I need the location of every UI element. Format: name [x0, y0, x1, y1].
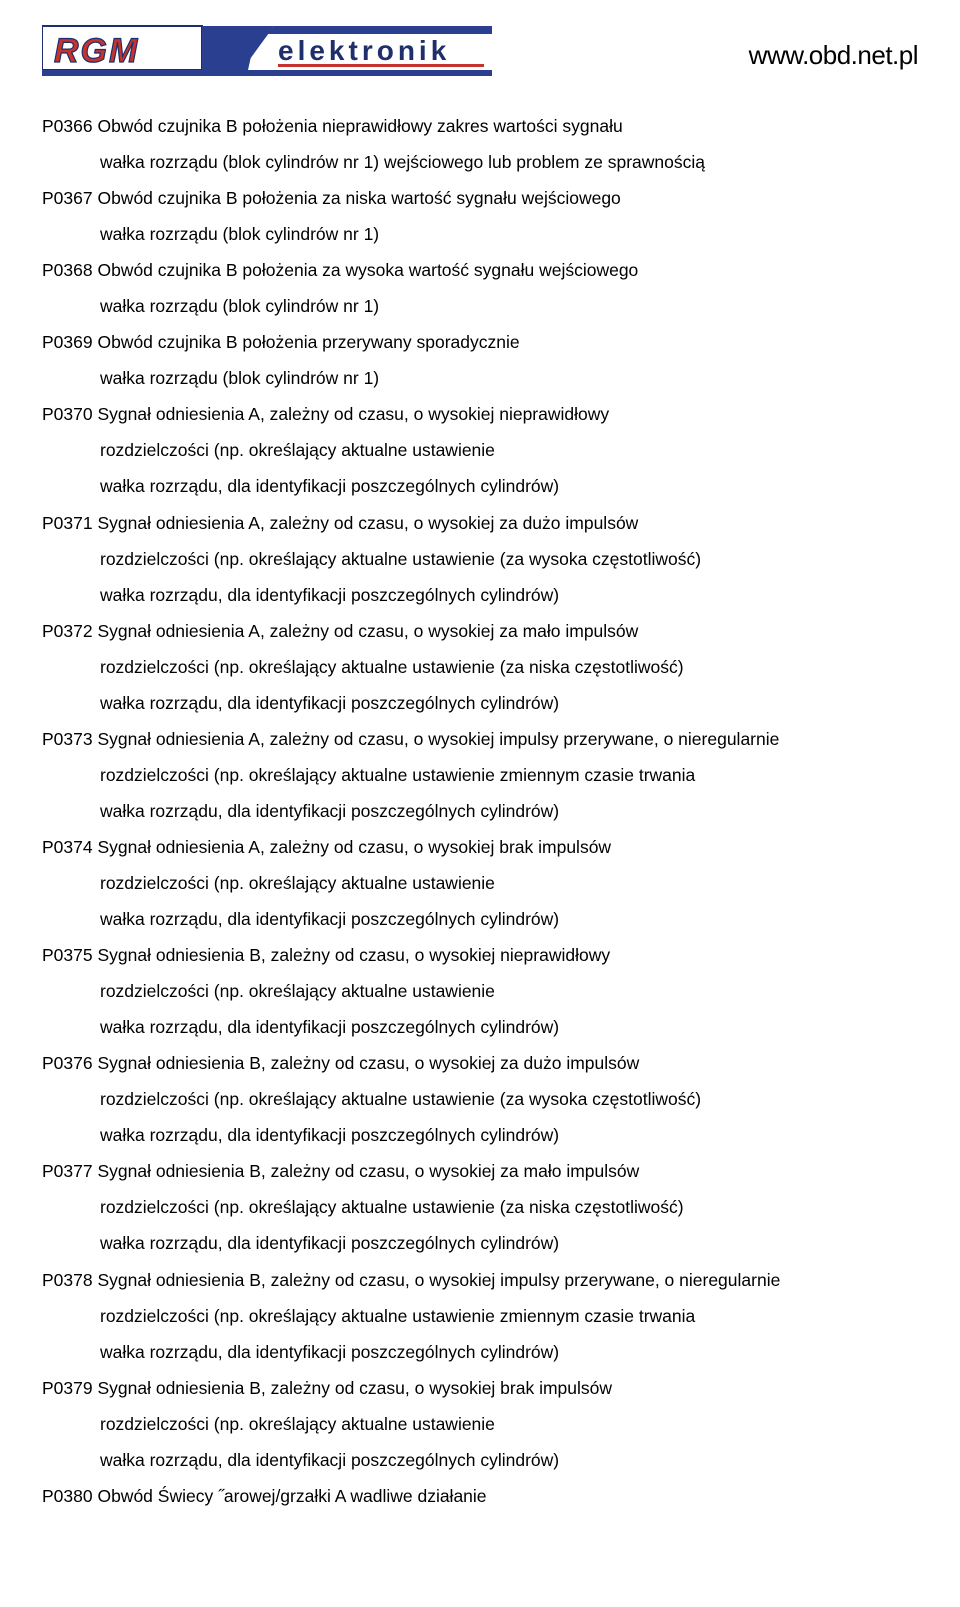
code-entry: P0367 Obwód czujnika B położenia za nisk…	[42, 180, 918, 252]
codes-list: P0366 Obwód czujnika B położenia niepraw…	[42, 108, 918, 1514]
code-sub-line: rozdzielczości (np. określający aktualne…	[42, 757, 918, 793]
code-title-line: P0377 Sygnał odniesienia B, zależny od c…	[42, 1153, 918, 1189]
code-title-line: P0379 Sygnał odniesienia B, zależny od c…	[42, 1370, 918, 1406]
code-title-line: P0375 Sygnał odniesienia B, zależny od c…	[42, 937, 918, 973]
code-entry: P0376 Sygnał odniesienia B, zależny od c…	[42, 1045, 918, 1153]
code-entry: P0378 Sygnał odniesienia B, zależny od c…	[42, 1262, 918, 1370]
code-title-line: P0376 Sygnał odniesienia B, zależny od c…	[42, 1045, 918, 1081]
code-sub-line: rozdzielczości (np. określający aktualne…	[42, 541, 918, 577]
code-title-line: P0378 Sygnał odniesienia B, zależny od c…	[42, 1262, 918, 1298]
code-entry: P0380 Obwód Świecy ˝arowej/grzałki A wad…	[42, 1478, 918, 1514]
code-sub-line: wałka rozrządu, dla identyfikacji poszcz…	[42, 793, 918, 829]
code-entry: P0371 Sygnał odniesienia A, zależny od c…	[42, 505, 918, 613]
code-title-line: P0374 Sygnał odniesienia A, zależny od c…	[42, 829, 918, 865]
code-sub-line: rozdzielczości (np. określający aktualne…	[42, 649, 918, 685]
code-entry: P0370 Sygnał odniesienia A, zależny od c…	[42, 396, 918, 504]
code-sub-line: wałka rozrządu (blok cylindrów nr 1)	[42, 288, 918, 324]
code-sub-line: wałka rozrządu (blok cylindrów nr 1)	[42, 360, 918, 396]
code-title-line: P0367 Obwód czujnika B położenia za nisk…	[42, 180, 918, 216]
code-sub-line: wałka rozrządu, dla identyfikacji poszcz…	[42, 1334, 918, 1370]
code-sub-line: rozdzielczości (np. określający aktualne…	[42, 1189, 918, 1225]
code-sub-line: wałka rozrządu (blok cylindrów nr 1) wej…	[42, 144, 918, 180]
code-sub-line: rozdzielczości (np. określający aktualne…	[42, 1406, 918, 1442]
code-title-line: P0371 Sygnał odniesienia A, zależny od c…	[42, 505, 918, 541]
code-sub-line: wałka rozrządu, dla identyfikacji poszcz…	[42, 1009, 918, 1045]
code-sub-line: wałka rozrządu, dla identyfikacji poszcz…	[42, 1117, 918, 1153]
code-entry: P0379 Sygnał odniesienia B, zależny od c…	[42, 1370, 918, 1478]
page-header: RGM elektronik www.obd.net.pl	[42, 20, 918, 82]
code-entry: P0377 Sygnał odniesienia B, zależny od c…	[42, 1153, 918, 1261]
code-title-line: P0380 Obwód Świecy ˝arowej/grzałki A wad…	[42, 1478, 918, 1514]
svg-text:elektronik: elektronik	[278, 35, 450, 66]
code-sub-line: wałka rozrządu, dla identyfikacji poszcz…	[42, 468, 918, 504]
code-sub-line: wałka rozrządu (blok cylindrów nr 1)	[42, 216, 918, 252]
code-title-line: P0370 Sygnał odniesienia A, zależny od c…	[42, 396, 918, 432]
code-title-line: P0372 Sygnał odniesienia A, zależny od c…	[42, 613, 918, 649]
code-sub-line: rozdzielczości (np. określający aktualne…	[42, 865, 918, 901]
rgm-elektronik-logo: RGM elektronik	[42, 20, 492, 82]
code-entry: P0369 Obwód czujnika B położenia przeryw…	[42, 324, 918, 396]
code-entry: P0374 Sygnał odniesienia A, zależny od c…	[42, 829, 918, 937]
code-sub-line: rozdzielczości (np. określający aktualne…	[42, 1298, 918, 1334]
site-url: www.obd.net.pl	[749, 40, 918, 71]
code-sub-line: wałka rozrządu, dla identyfikacji poszcz…	[42, 1442, 918, 1478]
code-entry: P0366 Obwód czujnika B położenia niepraw…	[42, 108, 918, 180]
code-title-line: P0373 Sygnał odniesienia A, zależny od c…	[42, 721, 918, 757]
code-entry: P0372 Sygnał odniesienia A, zależny od c…	[42, 613, 918, 721]
code-sub-line: rozdzielczości (np. określający aktualne…	[42, 973, 918, 1009]
svg-text:RGM: RGM	[54, 32, 139, 70]
code-sub-line: rozdzielczości (np. określający aktualne…	[42, 432, 918, 468]
code-title-line: P0368 Obwód czujnika B położenia za wyso…	[42, 252, 918, 288]
code-sub-line: rozdzielczości (np. określający aktualne…	[42, 1081, 918, 1117]
code-entry: P0368 Obwód czujnika B położenia za wyso…	[42, 252, 918, 324]
logo-block: RGM elektronik	[42, 20, 492, 82]
code-entry: P0373 Sygnał odniesienia A, zależny od c…	[42, 721, 918, 829]
code-title-line: P0366 Obwód czujnika B położenia niepraw…	[42, 108, 918, 144]
code-entry: P0375 Sygnał odniesienia B, zależny od c…	[42, 937, 918, 1045]
code-sub-line: wałka rozrządu, dla identyfikacji poszcz…	[42, 577, 918, 613]
code-sub-line: wałka rozrządu, dla identyfikacji poszcz…	[42, 1225, 918, 1261]
code-sub-line: wałka rozrządu, dla identyfikacji poszcz…	[42, 685, 918, 721]
code-sub-line: wałka rozrządu, dla identyfikacji poszcz…	[42, 901, 918, 937]
code-title-line: P0369 Obwód czujnika B położenia przeryw…	[42, 324, 918, 360]
